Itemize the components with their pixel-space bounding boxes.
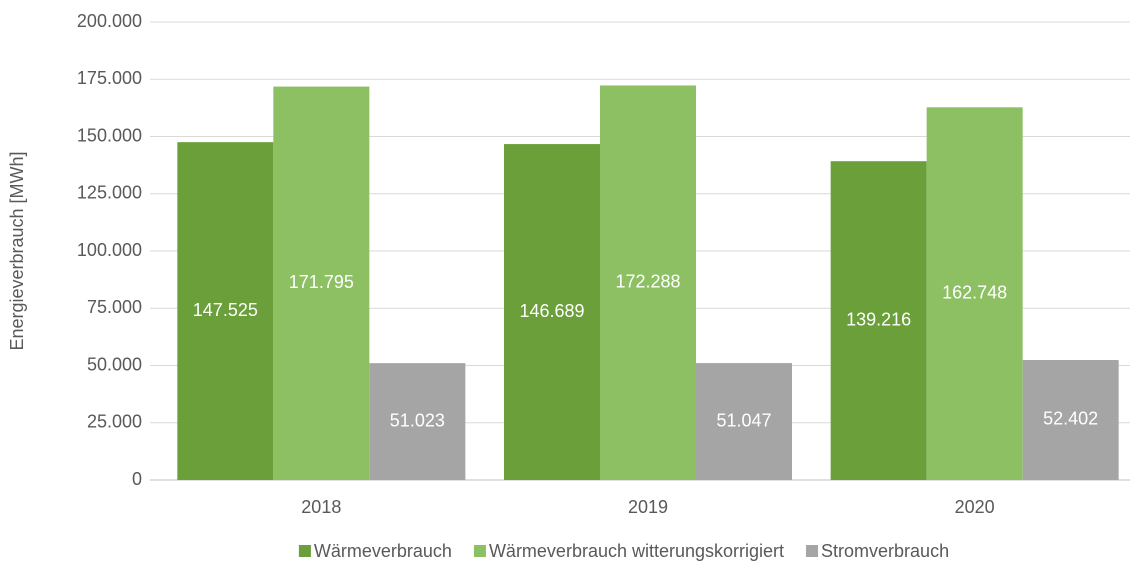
x-tick-label: 2020: [955, 497, 995, 517]
x-tick-label: 2018: [301, 497, 341, 517]
bar: [369, 363, 466, 480]
y-tick-label: 75.000: [87, 297, 142, 317]
bar: [696, 363, 792, 480]
data-label: 51.023: [390, 410, 445, 430]
y-tick-label: 125.000: [77, 183, 142, 203]
y-tick-label: 50.000: [87, 354, 142, 374]
legend-label: Wärmeverbrauch witterungskorrigiert: [489, 541, 784, 561]
bar: [830, 161, 927, 480]
y-tick-label: 25.000: [87, 412, 142, 432]
y-tick-label: 200.000: [77, 11, 142, 31]
data-label: 162.748: [942, 282, 1007, 302]
legend-label: Stromverbrauch: [821, 541, 949, 561]
legend-label: Wärmeverbrauch: [314, 541, 452, 561]
legend-marker: [806, 545, 819, 557]
data-label: 146.689: [519, 301, 584, 321]
y-tick-label: 150.000: [77, 125, 142, 145]
y-tick-label: 175.000: [77, 68, 142, 88]
bar: [926, 107, 1023, 481]
legend-marker: [473, 545, 486, 557]
bar: [177, 142, 274, 480]
x-tick-label: 2019: [628, 497, 668, 517]
data-label: 52.402: [1043, 409, 1098, 429]
data-label: 171.795: [289, 272, 354, 292]
data-label: 172.288: [615, 271, 680, 291]
y-tick-label: 0: [132, 469, 142, 489]
data-label: 139.216: [846, 309, 911, 329]
bar: [600, 85, 696, 480]
data-label: 51.047: [716, 410, 771, 430]
legend-marker: [298, 545, 311, 557]
y-tick-label: 100.000: [77, 240, 142, 260]
bar: [504, 144, 600, 480]
y-axis-label: Energieverbrauch [MWh]: [7, 151, 27, 350]
bar: [1022, 359, 1119, 480]
data-label: 147.525: [193, 300, 258, 320]
bar: [273, 86, 370, 480]
